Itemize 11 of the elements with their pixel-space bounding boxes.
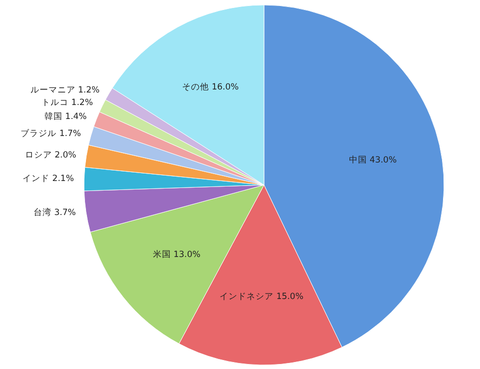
slice-label: ルーマニア 1.2% <box>30 86 100 96</box>
slice-label: 中国 43.0% <box>348 154 397 166</box>
slice-label: ブラジル 1.7% <box>20 128 81 140</box>
slice-label: 台湾 3.7% <box>34 207 76 218</box>
slice-label: インドネシア 15.0% <box>220 292 304 302</box>
slice-label: ロシア 2.0% <box>24 150 76 160</box>
slice-label: 米国 13.0% <box>152 248 201 260</box>
slice-label: インド 2.1% <box>22 174 74 184</box>
slice-label: その他 16.0% <box>182 81 239 92</box>
slice-label: 韓国 1.4% <box>44 110 87 122</box>
slice-label: トルコ 1.2% <box>42 98 93 108</box>
